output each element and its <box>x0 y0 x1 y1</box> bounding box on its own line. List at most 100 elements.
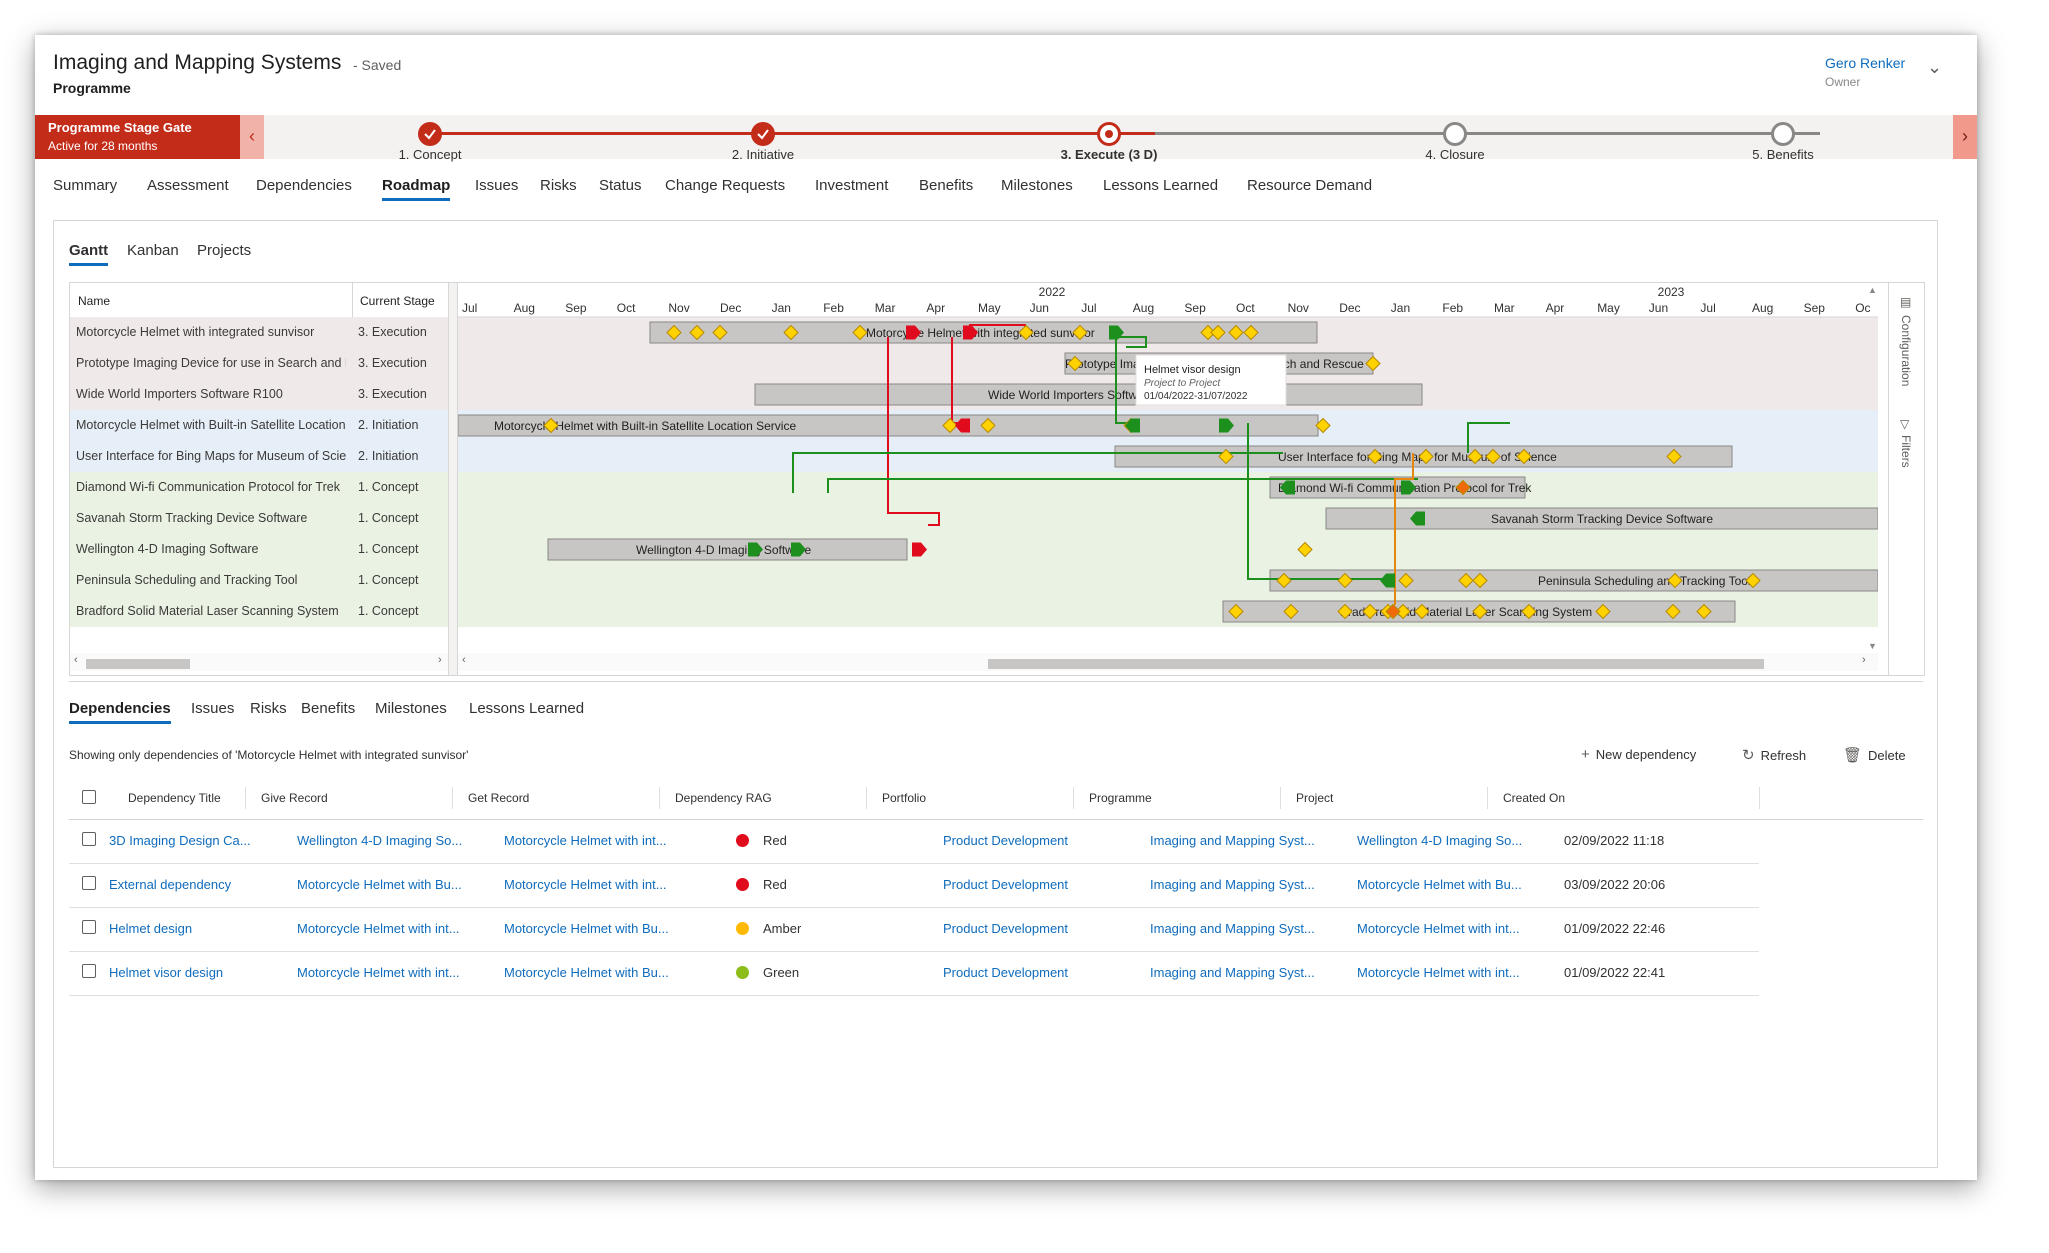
delete-button[interactable]: 🗑 Delete <box>1843 746 1906 764</box>
milestone-diamond[interactable] <box>1414 603 1430 620</box>
dependency-title-link[interactable]: Helmet design <box>109 921 193 936</box>
stage-label-initiative[interactable]: 2. Initiative <box>731 147 795 162</box>
gantt-grid-row[interactable]: Bradford Solid Material Laser Scanning S… <box>70 596 448 627</box>
column-divider[interactable] <box>352 283 353 317</box>
dependency-endpoint[interactable] <box>963 325 978 340</box>
stage-closure-icon[interactable] <box>1443 122 1467 146</box>
dependency-endpoint[interactable] <box>1109 325 1124 340</box>
project-link[interactable]: Wellington 4-D Imaging So... <box>1357 833 1523 848</box>
milestone-diamond[interactable] <box>1297 541 1313 558</box>
milestone-diamond[interactable] <box>1276 572 1292 589</box>
column-header-dependency-title[interactable]: Dependency Title <box>128 791 221 805</box>
column-header-portfolio[interactable]: Portfolio <box>882 791 927 805</box>
milestone-diamond[interactable] <box>1521 603 1537 620</box>
stage-concept-check-icon[interactable] <box>418 122 442 146</box>
milestone-diamond[interactable] <box>1472 603 1488 620</box>
dependency-link-amber[interactable] <box>1394 453 1414 605</box>
milestone-diamond[interactable] <box>1243 324 1259 341</box>
refresh-button[interactable]: ↻ Refresh <box>1742 746 1806 764</box>
tab-investment[interactable]: Investment <box>815 177 889 194</box>
stage-gate-flyout[interactable]: Programme Stage Gate Active for 28 month… <box>35 115 240 159</box>
milestone-diamond[interactable] <box>1218 448 1234 465</box>
milestone-diamond[interactable] <box>1666 448 1682 465</box>
milestone-diamond[interactable] <box>980 417 996 434</box>
gantt-grid-row[interactable]: Savanah Storm Tracking Device Software 1.… <box>70 503 448 534</box>
stage-label-execute[interactable]: 3. Execute (3 D) <box>1060 147 1158 162</box>
tab-gantt[interactable]: Gantt <box>69 242 109 266</box>
milestone-diamond[interactable] <box>1315 417 1331 434</box>
milestone-diamond[interactable] <box>1667 572 1683 589</box>
milestone-diamond[interactable] <box>1210 324 1226 341</box>
tab-summary[interactable]: Summary <box>53 177 118 194</box>
dependency-endpoint[interactable] <box>791 542 806 557</box>
gantt-timeline-scroll-thumb[interactable] <box>988 659 1764 669</box>
dependency-link-green[interactable] <box>1116 336 1147 348</box>
dependency-title-link[interactable]: External dependency <box>109 877 232 892</box>
scroll-down-icon[interactable]: ▼ <box>1868 641 1877 651</box>
tab-lower-lessons-learned[interactable]: Lessons Learned <box>469 700 585 717</box>
configuration-panel-toggle[interactable]: Configuration <box>1899 315 1913 387</box>
dependency-endpoint[interactable] <box>1410 511 1425 526</box>
gantt-grid-row[interactable]: Motorcycle Helmet with integrated sunvis… <box>70 317 448 348</box>
programme-link[interactable]: Imaging and Mapping Syst... <box>1150 921 1315 936</box>
dependency-link-green[interactable] <box>1467 422 1510 453</box>
milestone-diamond[interactable] <box>1398 572 1414 589</box>
configuration-icon[interactable]: ▤ <box>1900 295 1912 309</box>
give-record-link[interactable]: Wellington 4-D Imaging So... <box>297 833 463 848</box>
gantt-grid-scrollbar[interactable]: ‹ › <box>70 653 448 671</box>
give-record-link[interactable]: Motorcycle Helmet with Bu... <box>297 877 462 892</box>
column-header-created-on[interactable]: Created On <box>1503 791 1566 805</box>
tab-status[interactable]: Status <box>599 177 642 194</box>
row-checkbox[interactable] <box>82 832 96 846</box>
stage-label-concept[interactable]: 1. Concept <box>398 147 462 162</box>
column-header-stage[interactable]: Current Stage <box>360 294 435 308</box>
dependency-endpoint[interactable] <box>1219 418 1234 433</box>
column-header-programme[interactable]: Programme <box>1089 791 1152 805</box>
gantt-splitter[interactable] <box>448 283 458 675</box>
column-header-dependency-rag[interactable]: Dependency RAG <box>675 791 772 805</box>
gantt-grid-row[interactable]: Wellington 4-D Imaging Software 1. Concep… <box>70 534 448 565</box>
gantt-grid-scroll-thumb[interactable] <box>86 659 190 669</box>
project-link[interactable]: Motorcycle Helmet with Bu... <box>1357 877 1522 892</box>
tab-milestones[interactable]: Milestones <box>1001 177 1073 194</box>
milestone-diamond[interactable] <box>1418 448 1434 465</box>
filters-panel-toggle[interactable]: Filters <box>1899 435 1913 468</box>
milestone-diamond[interactable] <box>1337 572 1353 589</box>
project-link[interactable]: Motorcycle Helmet with int... <box>1357 965 1520 980</box>
milestone-diamond[interactable] <box>1665 603 1681 620</box>
dependency-endpoint[interactable] <box>1401 480 1416 495</box>
tab-dependencies[interactable]: Dependencies <box>256 177 352 194</box>
tab-roadmap[interactable]: Roadmap <box>382 177 451 201</box>
tab-lower-dependencies[interactable]: Dependencies <box>69 700 171 724</box>
stage-execute-active-icon[interactable] <box>1097 122 1121 146</box>
owner-link[interactable]: Gero Renker <box>1825 55 1906 71</box>
stage-label-closure[interactable]: 4. Closure <box>1425 147 1485 162</box>
portfolio-link[interactable]: Product Development <box>943 833 1069 848</box>
milestone-diamond[interactable] <box>1283 603 1299 620</box>
gantt-grid-row[interactable]: Diamond Wi-fi Communication Protocol for… <box>70 472 448 503</box>
stage-label-benefits[interactable]: 5. Benefits <box>1752 147 1814 162</box>
milestone-diamond[interactable] <box>1067 355 1083 372</box>
portfolio-link[interactable]: Product Development <box>943 877 1069 892</box>
table-row[interactable]: 3D Imaging Design Ca... Wellington 4-D I… <box>69 820 1759 864</box>
give-record-link[interactable]: Motorcycle Helmet with int... <box>297 965 460 980</box>
milestone-diamond[interactable] <box>1458 572 1474 589</box>
milestone-diamond[interactable] <box>1072 324 1088 341</box>
dependency-endpoint[interactable] <box>955 418 970 433</box>
get-record-link[interactable]: Motorcycle Helmet with Bu... <box>504 921 669 936</box>
milestone-diamond[interactable] <box>1385 603 1401 620</box>
milestone-diamond[interactable] <box>543 417 559 434</box>
tab-change-requests[interactable]: Change Requests <box>665 177 786 194</box>
dependency-link-green[interactable] <box>792 452 1283 493</box>
milestone-diamond[interactable] <box>1455 479 1471 496</box>
milestone-diamond[interactable] <box>689 324 705 341</box>
get-record-link[interactable]: Motorcycle Helmet with int... <box>504 877 667 892</box>
gantt-grid-row[interactable]: Wide World Importers Software R100 3. Exe… <box>70 379 448 410</box>
tab-lower-risks[interactable]: Risks <box>250 700 287 717</box>
dependency-endpoint[interactable] <box>748 542 763 557</box>
gantt-bar[interactable] <box>649 321 1318 344</box>
gantt-timeline-scrollbar[interactable]: ‹ › <box>458 653 1878 671</box>
milestone-diamond[interactable] <box>1595 603 1611 620</box>
tab-lower-benefits[interactable]: Benefits <box>301 700 356 717</box>
get-record-link[interactable]: Motorcycle Helmet with int... <box>504 833 667 848</box>
